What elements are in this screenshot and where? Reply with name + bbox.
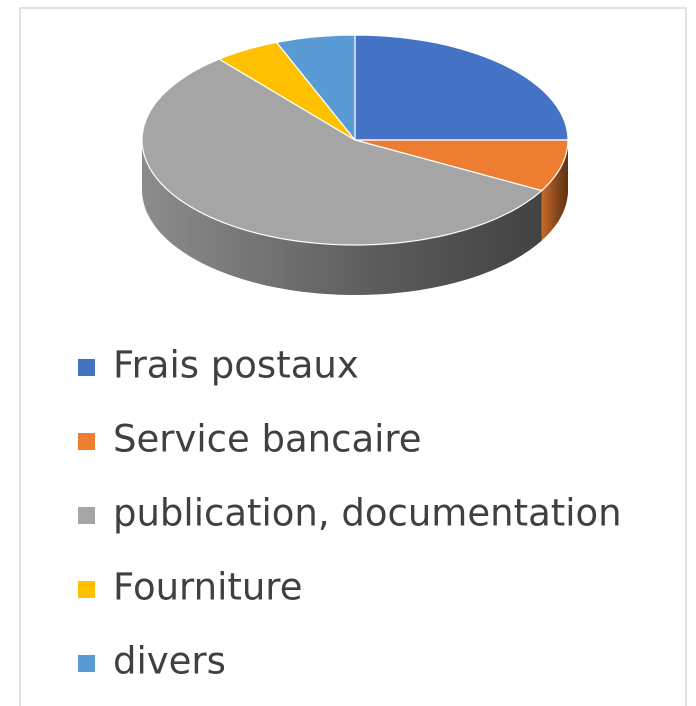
pie xyxy=(141,34,569,295)
legend: Frais postaux Service bancaire publication… xyxy=(78,344,622,683)
legend-swatch xyxy=(78,507,95,524)
legend-swatch xyxy=(78,433,95,450)
legend-swatch xyxy=(78,581,95,598)
pie-slice xyxy=(276,34,356,141)
legend-label: Service bancaire xyxy=(113,418,422,461)
pie-side-shade xyxy=(541,140,568,241)
pie-slice xyxy=(354,139,569,192)
legend-label: publication, documentation xyxy=(113,492,622,535)
legend-swatch xyxy=(78,655,95,672)
chart-frame xyxy=(19,7,687,706)
legend-label: divers xyxy=(113,640,226,683)
legend-label: Frais postaux xyxy=(113,344,359,387)
pie-slice xyxy=(354,34,569,141)
pie-slice xyxy=(141,58,543,246)
legend-label: Fourniture xyxy=(113,566,302,609)
pie-slice xyxy=(218,41,356,141)
legend-swatch xyxy=(78,359,95,376)
pie-side-shade xyxy=(142,140,542,295)
